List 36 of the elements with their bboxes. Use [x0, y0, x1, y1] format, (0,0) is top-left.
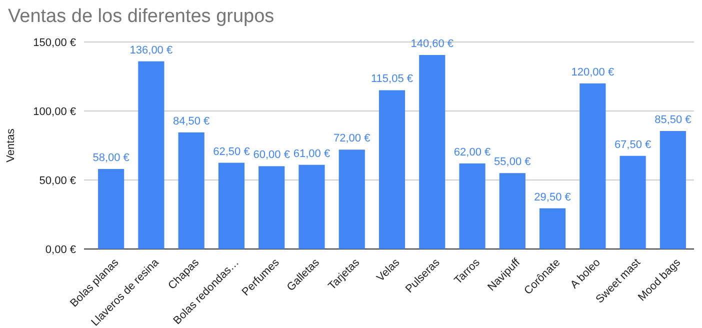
data-label: 115,05 € [370, 73, 414, 86]
bar [620, 156, 646, 249]
bar [459, 163, 486, 249]
data-label: 62,50 € [213, 146, 250, 158]
data-label: 84,50 € [172, 115, 210, 128]
y-tick-label: 0,00 € [45, 244, 76, 256]
bar [218, 162, 245, 249]
data-label: 55,00 € [494, 156, 531, 168]
data-label: 85,50 € [654, 114, 692, 126]
data-label: 136,00 € [130, 44, 173, 56]
data-label: 120,00 € [571, 66, 614, 78]
bar [258, 166, 285, 249]
bar [378, 90, 406, 249]
bar [580, 83, 606, 249]
y-tick-label: 50,00 € [39, 174, 76, 187]
bar [499, 173, 526, 249]
data-label: 140,60 € [410, 38, 454, 50]
y-tick-label: 100,00 € [33, 106, 76, 118]
data-label: 62,00 € [454, 146, 491, 158]
bar [298, 164, 325, 249]
bar [138, 61, 164, 249]
data-label: 72,00 € [334, 132, 370, 145]
bar [98, 168, 124, 249]
data-label: 58,00 € [92, 152, 130, 164]
chart-title: Ventas de los diferentes grupos [8, 6, 274, 27]
data-label: 67,50 € [614, 138, 652, 151]
bar [419, 54, 446, 249]
data-label: 61,00 € [293, 148, 330, 160]
bar [539, 208, 566, 249]
y-tick-label: 150,00 € [33, 36, 76, 49]
y-axis-title: Ventas [5, 128, 17, 162]
bar [660, 131, 686, 249]
bar [178, 132, 204, 249]
data-label: 29,50 € [534, 191, 571, 204]
bar [338, 150, 365, 249]
data-label: 60,00 € [253, 149, 290, 162]
